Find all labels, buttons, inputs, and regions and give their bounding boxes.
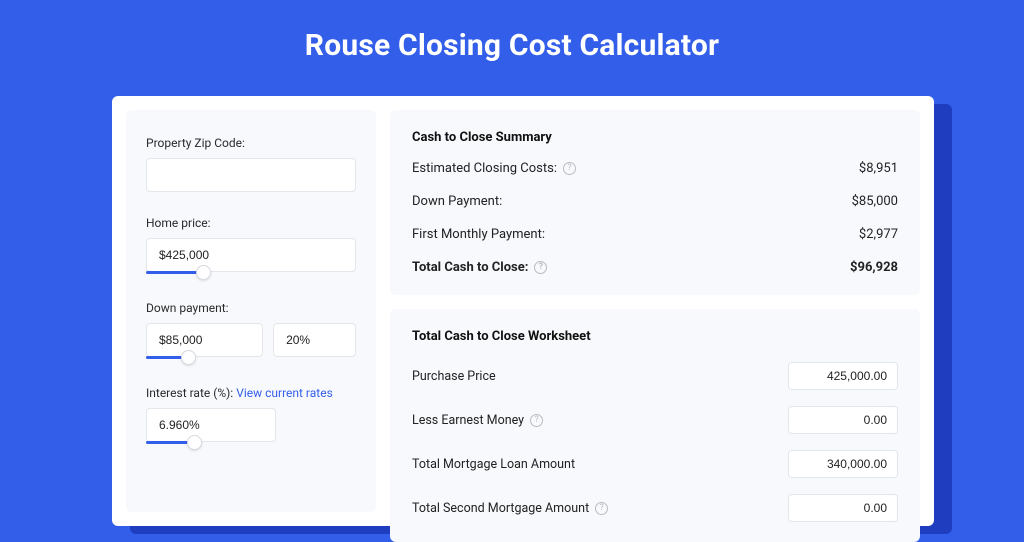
summary-title: Cash to Close Summary xyxy=(412,130,898,145)
worksheet-label: Purchase Price xyxy=(412,369,496,384)
zip-group: Property Zip Code: xyxy=(146,136,356,192)
summary-label: First Monthly Payment: xyxy=(412,227,545,242)
interest-rate-label-text: Interest rate (%): xyxy=(146,386,236,400)
calculator-card: Property Zip Code: Home price: Down paym… xyxy=(112,96,934,526)
down-payment-amount-input[interactable] xyxy=(146,323,263,357)
summary-total-value: $96,928 xyxy=(850,260,898,275)
worksheet-row: Purchase Price xyxy=(412,362,898,390)
worksheet-label: Total Second Mortgage Amount xyxy=(412,501,589,516)
worksheet-row: Total Mortgage Loan Amount xyxy=(412,450,898,478)
worksheet-input[interactable] xyxy=(788,494,898,522)
interest-rate-group: Interest rate (%): View current rates xyxy=(146,386,356,455)
help-icon[interactable]: ? xyxy=(534,261,547,274)
summary-row: Estimated Closing Costs: ? $8,951 xyxy=(412,161,898,176)
worksheet-row: Less Earnest Money ? xyxy=(412,406,898,434)
interest-rate-input[interactable] xyxy=(146,408,276,442)
home-price-label: Home price: xyxy=(146,216,356,230)
worksheet-panel: Total Cash to Close Worksheet Purchase P… xyxy=(390,309,920,542)
help-icon[interactable]: ? xyxy=(563,162,576,175)
worksheet-input[interactable] xyxy=(788,362,898,390)
zip-label: Property Zip Code: xyxy=(146,136,356,150)
summary-value: $8,951 xyxy=(859,161,898,176)
slider-thumb[interactable] xyxy=(187,435,202,450)
home-price-group: Home price: xyxy=(146,216,356,285)
summary-row: First Monthly Payment: $2,977 xyxy=(412,227,898,242)
slider-thumb[interactable] xyxy=(181,350,196,365)
interest-rate-slider[interactable] xyxy=(146,441,276,455)
slider-thumb[interactable] xyxy=(196,265,211,280)
summary-row: Down Payment: $85,000 xyxy=(412,194,898,209)
page-title: Rouse Closing Cost Calculator xyxy=(0,0,1024,85)
down-payment-label: Down payment: xyxy=(146,301,356,315)
slider-fill xyxy=(146,271,203,274)
home-price-input[interactable] xyxy=(146,238,356,272)
summary-value: $2,977 xyxy=(859,227,898,242)
interest-rate-label: Interest rate (%): View current rates xyxy=(146,386,356,400)
worksheet-input[interactable] xyxy=(788,406,898,434)
down-payment-group: Down payment: xyxy=(146,301,356,370)
home-price-slider[interactable] xyxy=(146,271,356,285)
summary-label: Down Payment: xyxy=(412,194,502,209)
summary-value: $85,000 xyxy=(852,194,898,209)
worksheet-row: Total Second Mortgage Amount ? xyxy=(412,494,898,522)
view-rates-link[interactable]: View current rates xyxy=(236,386,333,400)
summary-total-label: Total Cash to Close: xyxy=(412,260,528,275)
results-column: Cash to Close Summary Estimated Closing … xyxy=(390,110,920,512)
worksheet-label: Less Earnest Money xyxy=(412,413,524,428)
zip-input[interactable] xyxy=(146,158,356,192)
inputs-panel: Property Zip Code: Home price: Down paym… xyxy=(126,110,376,512)
summary-label: Estimated Closing Costs: xyxy=(412,161,557,176)
summary-panel: Cash to Close Summary Estimated Closing … xyxy=(390,110,920,295)
worksheet-title: Total Cash to Close Worksheet xyxy=(412,329,898,344)
help-icon[interactable]: ? xyxy=(530,414,543,427)
down-payment-percent-input[interactable] xyxy=(273,323,356,357)
summary-total-row: Total Cash to Close: ? $96,928 xyxy=(412,260,898,275)
down-payment-slider[interactable] xyxy=(146,356,276,370)
worksheet-label: Total Mortgage Loan Amount xyxy=(412,457,575,472)
help-icon[interactable]: ? xyxy=(595,502,608,515)
worksheet-input[interactable] xyxy=(788,450,898,478)
